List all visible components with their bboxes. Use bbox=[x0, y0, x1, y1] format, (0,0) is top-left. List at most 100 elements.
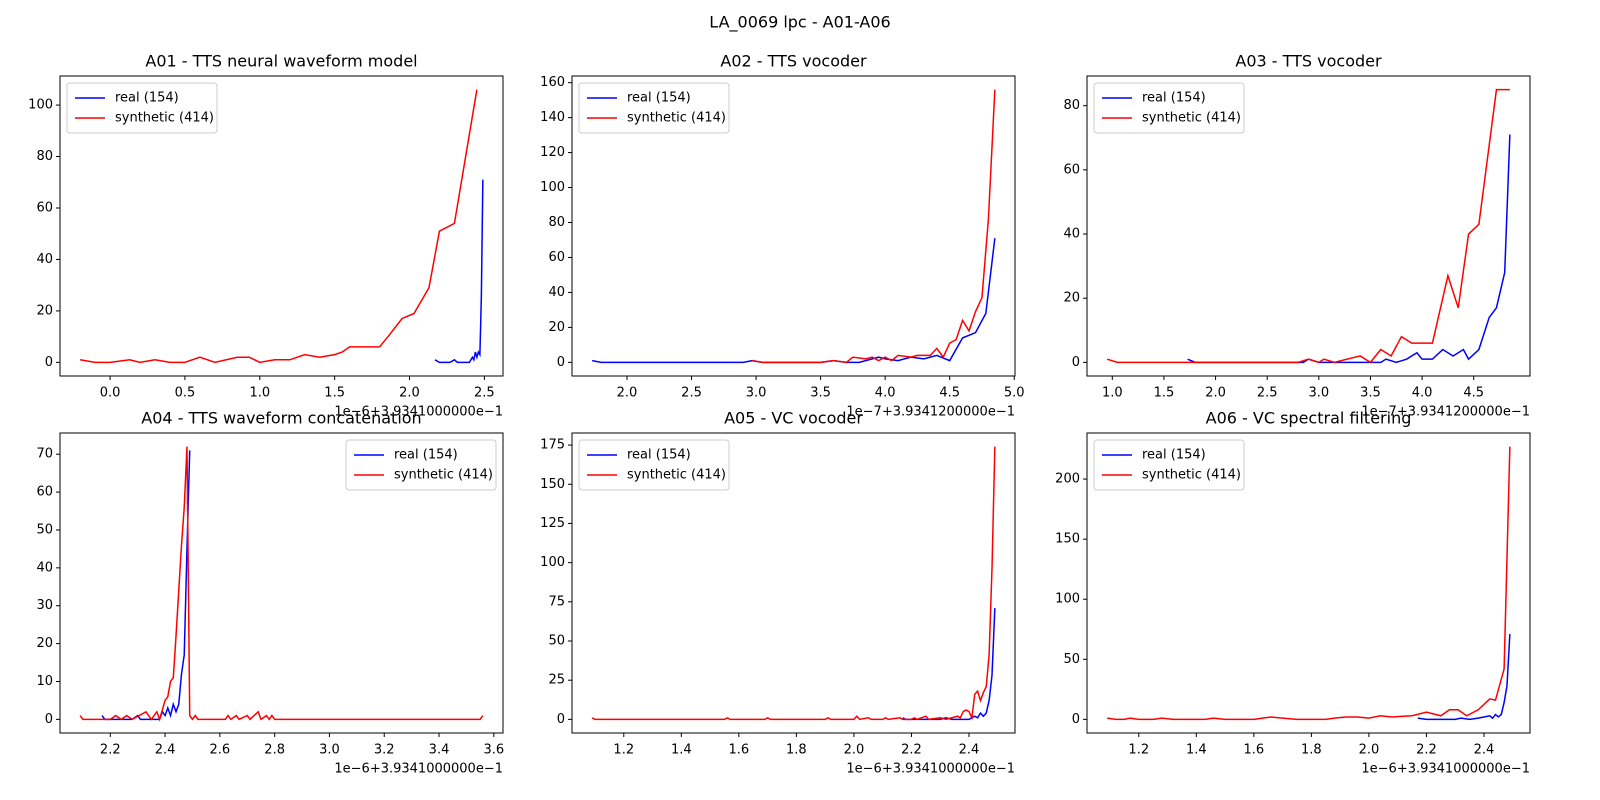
legend-label: real (154) bbox=[115, 91, 179, 106]
axes-frame bbox=[1086, 432, 1531, 734]
y-tick-label: 0 bbox=[45, 355, 53, 370]
y-tick-label: 0 bbox=[557, 355, 565, 370]
y-tick-label: 150 bbox=[1055, 532, 1080, 547]
y-tick-label: 25 bbox=[548, 673, 565, 688]
y-tick-label: 140 bbox=[540, 110, 565, 125]
legend-box bbox=[1093, 82, 1245, 134]
x-tick-label: 1.6 bbox=[1244, 743, 1265, 758]
legend-box bbox=[345, 439, 497, 491]
series-line bbox=[1106, 88, 1510, 364]
axes-frame bbox=[59, 75, 504, 377]
legend-label: synthetic (414) bbox=[627, 111, 726, 126]
x-tick-label: 5.0 bbox=[1004, 386, 1025, 401]
series-line bbox=[101, 450, 191, 721]
x-tick-label: 2.2 bbox=[901, 743, 922, 758]
y-tick-label: 50 bbox=[1063, 652, 1080, 667]
x-tick-label: 1.4 bbox=[1186, 743, 1207, 758]
axes-frame bbox=[571, 75, 1016, 377]
y-tick-label: 0 bbox=[1072, 712, 1080, 727]
x-tick-label: 1.2 bbox=[613, 743, 634, 758]
y-tick-label: 20 bbox=[1063, 291, 1080, 306]
offset-label: 1e−6+3.9341000000e−1 bbox=[1361, 762, 1530, 777]
x-tick-label: 4.0 bbox=[875, 386, 896, 401]
y-tick-label: 40 bbox=[548, 285, 565, 300]
y-tick-label: 60 bbox=[548, 250, 565, 265]
y-tick-label: 10 bbox=[36, 674, 53, 689]
legend-label: synthetic (414) bbox=[394, 468, 493, 483]
x-tick-label: 3.0 bbox=[746, 386, 767, 401]
legend-box bbox=[578, 82, 730, 134]
y-tick-label: 120 bbox=[540, 145, 565, 160]
y-tick-label: 50 bbox=[548, 633, 565, 648]
series-line bbox=[434, 179, 484, 364]
legend-label: synthetic (414) bbox=[1142, 468, 1241, 483]
y-tick-label: 50 bbox=[36, 522, 53, 537]
x-tick-label: 4.0 bbox=[1412, 386, 1433, 401]
x-tick-label: 0.0 bbox=[100, 386, 121, 401]
subplot-title: A01 - TTS neural waveform model bbox=[145, 52, 417, 71]
offset-label: 1e−6+3.9341000000e−1 bbox=[846, 762, 1015, 777]
series-line bbox=[591, 446, 996, 721]
legend-label: real (154) bbox=[1142, 91, 1206, 106]
y-tick-label: 80 bbox=[548, 215, 565, 230]
y-tick-label: 0 bbox=[45, 712, 53, 727]
legend-label: real (154) bbox=[394, 448, 458, 463]
y-tick-label: 20 bbox=[36, 303, 53, 318]
y-tick-label: 100 bbox=[1055, 592, 1080, 607]
axes-frame bbox=[1086, 75, 1531, 377]
x-tick-label: 1.6 bbox=[729, 743, 750, 758]
x-tick-label: 2.2 bbox=[1416, 743, 1437, 758]
series-line bbox=[591, 238, 996, 364]
offset-label: 1e−6+3.9341000000e−1 bbox=[334, 762, 503, 777]
offset-label: 1e−7+3.9341200000e−1 bbox=[846, 405, 1015, 420]
y-tick-label: 150 bbox=[540, 477, 565, 492]
y-tick-label: 70 bbox=[36, 447, 53, 462]
x-tick-label: 3.2 bbox=[374, 743, 395, 758]
x-tick-label: 2.4 bbox=[1474, 743, 1495, 758]
subplot-title: A02 - TTS vocoder bbox=[720, 52, 867, 71]
series-line bbox=[752, 89, 996, 364]
x-tick-label: 1.8 bbox=[786, 743, 807, 758]
y-tick-label: 20 bbox=[548, 320, 565, 335]
legend-label: real (154) bbox=[627, 91, 691, 106]
y-tick-label: 60 bbox=[36, 200, 53, 215]
x-tick-label: 2.4 bbox=[959, 743, 980, 758]
y-tick-label: 75 bbox=[548, 594, 565, 609]
y-tick-label: 60 bbox=[36, 485, 53, 500]
x-tick-label: 3.5 bbox=[810, 386, 831, 401]
x-tick-label: 2.0 bbox=[1205, 386, 1226, 401]
y-tick-label: 125 bbox=[540, 516, 565, 531]
x-tick-label: 1.4 bbox=[671, 743, 692, 758]
y-tick-label: 20 bbox=[36, 636, 53, 651]
series-line bbox=[902, 608, 996, 721]
y-tick-label: 100 bbox=[540, 555, 565, 570]
x-tick-label: 2.5 bbox=[474, 386, 495, 401]
y-tick-label: 175 bbox=[540, 438, 565, 453]
x-tick-label: 2.0 bbox=[1359, 743, 1380, 758]
legend-label: synthetic (414) bbox=[1142, 111, 1241, 126]
y-tick-label: 60 bbox=[1063, 162, 1080, 177]
x-tick-label: 2.0 bbox=[617, 386, 638, 401]
x-tick-label: 4.5 bbox=[1463, 386, 1484, 401]
y-tick-label: 40 bbox=[36, 560, 53, 575]
x-tick-label: 1.5 bbox=[324, 386, 345, 401]
x-tick-label: 2.5 bbox=[681, 386, 702, 401]
y-tick-label: 100 bbox=[540, 180, 565, 195]
y-tick-label: 40 bbox=[1063, 227, 1080, 242]
y-tick-label: 0 bbox=[1072, 355, 1080, 370]
x-tick-label: 2.2 bbox=[100, 743, 121, 758]
x-tick-label: 4.5 bbox=[939, 386, 960, 401]
subplot-title: A06 - VC spectral filtering bbox=[1206, 409, 1412, 428]
offset-label: 1e−7+3.9341200000e−1 bbox=[1361, 405, 1530, 420]
x-tick-label: 2.0 bbox=[399, 386, 420, 401]
x-tick-label: 3.6 bbox=[483, 743, 504, 758]
x-tick-label: 3.5 bbox=[1360, 386, 1381, 401]
legend-box bbox=[66, 82, 218, 134]
series-line bbox=[79, 446, 484, 722]
y-tick-label: 200 bbox=[1055, 472, 1080, 487]
subplot-title: A05 - VC vocoder bbox=[724, 409, 863, 428]
x-tick-label: 3.4 bbox=[429, 743, 450, 758]
x-tick-label: 2.5 bbox=[1257, 386, 1278, 401]
x-tick-label: 0.5 bbox=[175, 386, 196, 401]
